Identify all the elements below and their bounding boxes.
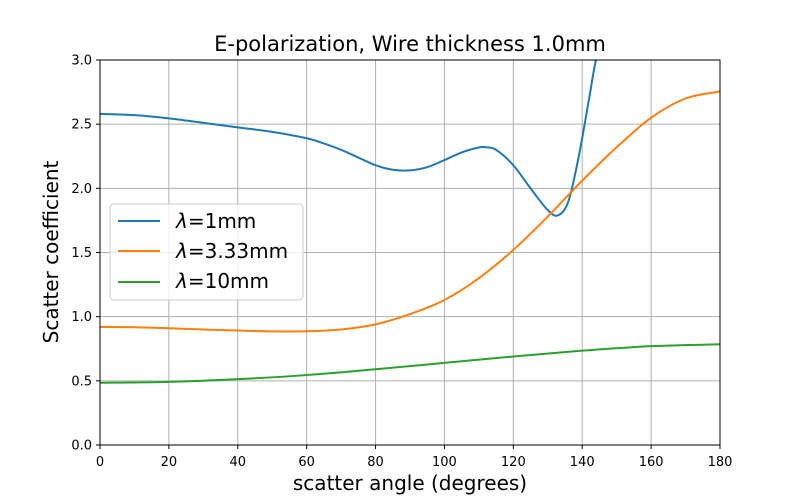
x-tick-label: 160: [639, 455, 664, 470]
x-tick-label: 60: [298, 455, 315, 470]
x-tick-label: 180: [708, 455, 733, 470]
y-tick-label: 2.0: [71, 182, 92, 197]
y-tick-label: 3.0: [71, 54, 92, 69]
series-line-2: [100, 343, 720, 384]
legend-label-lambda-3.33mm: λ=3.33mm: [175, 239, 288, 263]
legend-label-lambda-1mm: λ=1mm: [175, 209, 256, 233]
series-line-1: [100, 90, 720, 333]
legend-frame: [109, 203, 304, 301]
y-axis: 0.0 0.5 1.0 1.5 2.0 2.5 3.0: [71, 54, 100, 454]
plot-area: [100, 60, 720, 384]
x-tick-label: 40: [230, 455, 247, 470]
x-tick-label: 140: [570, 455, 595, 470]
x-tick-label: 120: [501, 455, 526, 470]
chart-title: E-polarization, Wire thickness 1.0mm: [214, 32, 606, 56]
x-tick-label: 0: [96, 455, 104, 470]
legend: λ=1mm λ=3.33mm λ=10mm: [109, 203, 304, 301]
series-line-0: [100, 60, 598, 217]
x-tick-label: 100: [432, 455, 457, 470]
y-tick-label: 0.0: [71, 439, 92, 454]
legend-label-lambda-10mm: λ=10mm: [175, 269, 269, 293]
x-tick-label: 80: [367, 455, 384, 470]
y-tick-label: 1.5: [71, 246, 92, 261]
x-axis-label: scatter angle (degrees): [293, 471, 527, 495]
x-tick-label: 20: [161, 455, 178, 470]
x-axis: 0 20 40 60 80 100 120 140 160 180: [96, 445, 733, 470]
y-tick-label: 0.5: [71, 374, 92, 389]
y-tick-label: 1.0: [71, 310, 92, 325]
y-axis-label: Scatter coefficient: [39, 160, 63, 343]
y-tick-label: 2.5: [71, 118, 92, 133]
